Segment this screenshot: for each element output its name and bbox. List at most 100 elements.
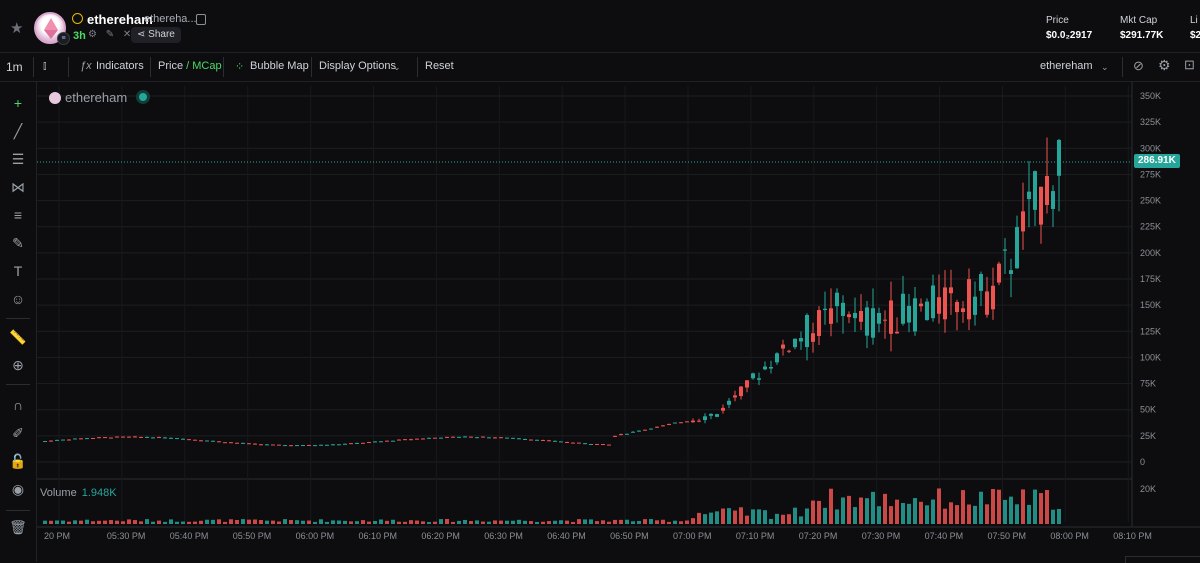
candle-body [211, 440, 215, 442]
candle-body [391, 440, 395, 442]
fib-icon[interactable]: ≡ [13, 207, 23, 223]
volume-bar [637, 520, 641, 524]
brush-icon[interactable]: ✎ [12, 235, 24, 251]
trash-icon[interactable]: 🗑 [9, 519, 27, 535]
volume-bar [517, 519, 521, 524]
bubble-map-button[interactable]: Bubble Map [250, 60, 309, 72]
lock-drawing-icon[interactable]: ✐ [12, 425, 24, 441]
volume-bar [313, 521, 317, 524]
star-icon[interactable]: ★ [10, 20, 24, 37]
ruler-icon[interactable]: 📏 [9, 329, 27, 345]
volume-bar [943, 508, 947, 524]
candle-body [121, 436, 125, 438]
candle-body [97, 437, 101, 439]
candle-body [115, 436, 119, 438]
interval-selector[interactable]: 1m [6, 60, 23, 74]
volume-bar [901, 503, 905, 524]
candle-body [349, 443, 353, 445]
candle-body [1003, 249, 1007, 251]
y-tick-label: 275K [1140, 169, 1161, 179]
stat-label: Price [1046, 15, 1069, 26]
horizontal-lines-icon[interactable]: ☰ [11, 151, 25, 167]
token-age: 3h [73, 30, 86, 42]
candle-body [559, 441, 563, 443]
bubble-map-icon[interactable]: ⁘ [235, 61, 245, 73]
zoom-in-icon[interactable]: ⊕ [12, 357, 24, 373]
volume-bar [307, 520, 311, 524]
candle-body [859, 310, 863, 322]
volume-bar [319, 519, 323, 524]
volume-bar [169, 519, 173, 524]
crosshair-icon[interactable]: + [13, 95, 23, 111]
candle-body [955, 301, 959, 313]
volume-bar [355, 521, 359, 524]
y-tick-label: 150K [1140, 300, 1161, 310]
volume-bar [445, 519, 449, 524]
reset-button[interactable]: Reset [425, 60, 454, 72]
divider [150, 57, 151, 77]
display-options-button[interactable]: Display Options [319, 60, 397, 72]
volume-bar [913, 498, 917, 524]
chevron-down-icon[interactable]: ⌄ [1101, 62, 1109, 72]
stat-liquidity: Li $2 [1190, 15, 1200, 41]
eye-icon[interactable]: ◉ [11, 481, 25, 497]
live-indicator-icon [139, 93, 148, 101]
volume-bar [61, 520, 65, 524]
candle-body [733, 395, 737, 398]
candle-body [553, 440, 557, 442]
pattern-icon[interactable]: ⋈ [11, 179, 25, 195]
candle-body [631, 431, 635, 433]
stat-mktcap: Mkt Cap $291.77K [1120, 15, 1163, 41]
x-tick-label: 07:40 PM [925, 531, 964, 541]
volume-bar [127, 519, 131, 524]
candle-body [619, 434, 623, 436]
zoom-search-icon[interactable]: ⊘ [1133, 58, 1144, 73]
indicators-button[interactable]: Indicators [96, 60, 144, 72]
candle-body [889, 300, 893, 334]
price-chart[interactable]: 350K 325K 300K 275K 250K 225K 200K 175K 150K 125K… [37, 82, 1200, 562]
candle-body [481, 436, 485, 438]
chevron-down-icon[interactable]: ⌄ [393, 62, 401, 72]
volume-bar [133, 520, 137, 524]
volume-bar [577, 519, 581, 524]
copy-icon[interactable] [196, 14, 206, 25]
lock-icon[interactable]: 🔓 [9, 453, 27, 469]
settings-gear-icon[interactable]: ⚙ [1158, 57, 1171, 73]
candle-body [295, 445, 299, 447]
candle-body [913, 298, 917, 332]
volume-bar [379, 519, 383, 524]
volume-bar [643, 519, 647, 524]
indicators-icon[interactable]: ƒx [80, 60, 92, 72]
divider [6, 318, 30, 319]
text-icon[interactable]: T [13, 263, 23, 279]
candle-type-icon[interactable]: ⫾ [43, 60, 47, 72]
share-button[interactable]: ⋖ Share [131, 27, 181, 43]
legend-name: ethereham [65, 90, 128, 105]
symbol-selector[interactable]: ethereham [1040, 60, 1093, 72]
volume-bar [109, 520, 113, 524]
divider [6, 384, 30, 385]
volume-bar [343, 520, 347, 524]
candle-body [625, 433, 629, 435]
candle-body [433, 437, 437, 439]
camera-icon[interactable]: ⊡ [1184, 57, 1195, 72]
volume-bar [727, 508, 731, 524]
price-toggle[interactable]: Price / MCap [158, 60, 222, 72]
magnet-icon[interactable]: ∩ [12, 397, 24, 413]
emoji-icon[interactable]: ☺ [10, 291, 26, 307]
volume-bar [67, 521, 71, 524]
trendline-icon[interactable]: ╱ [13, 123, 23, 139]
candle-body [1039, 186, 1043, 225]
candle-body [817, 310, 821, 336]
chart-canvas[interactable]: 350K 325K 300K 275K 250K 225K 200K 175K 150K 125K… [37, 82, 1200, 562]
candle-body [949, 287, 953, 294]
bottom-panel [1125, 556, 1200, 563]
candle-body [307, 444, 311, 446]
social-icons[interactable]: ⚙ ✎ ✕ [88, 29, 135, 40]
volume-bar [655, 520, 659, 524]
x-tick-label: 07:30 PM [862, 531, 901, 541]
candle-body [835, 292, 839, 307]
volume-bar [337, 520, 341, 524]
candle-body [925, 301, 929, 321]
volume-bar [409, 520, 413, 524]
